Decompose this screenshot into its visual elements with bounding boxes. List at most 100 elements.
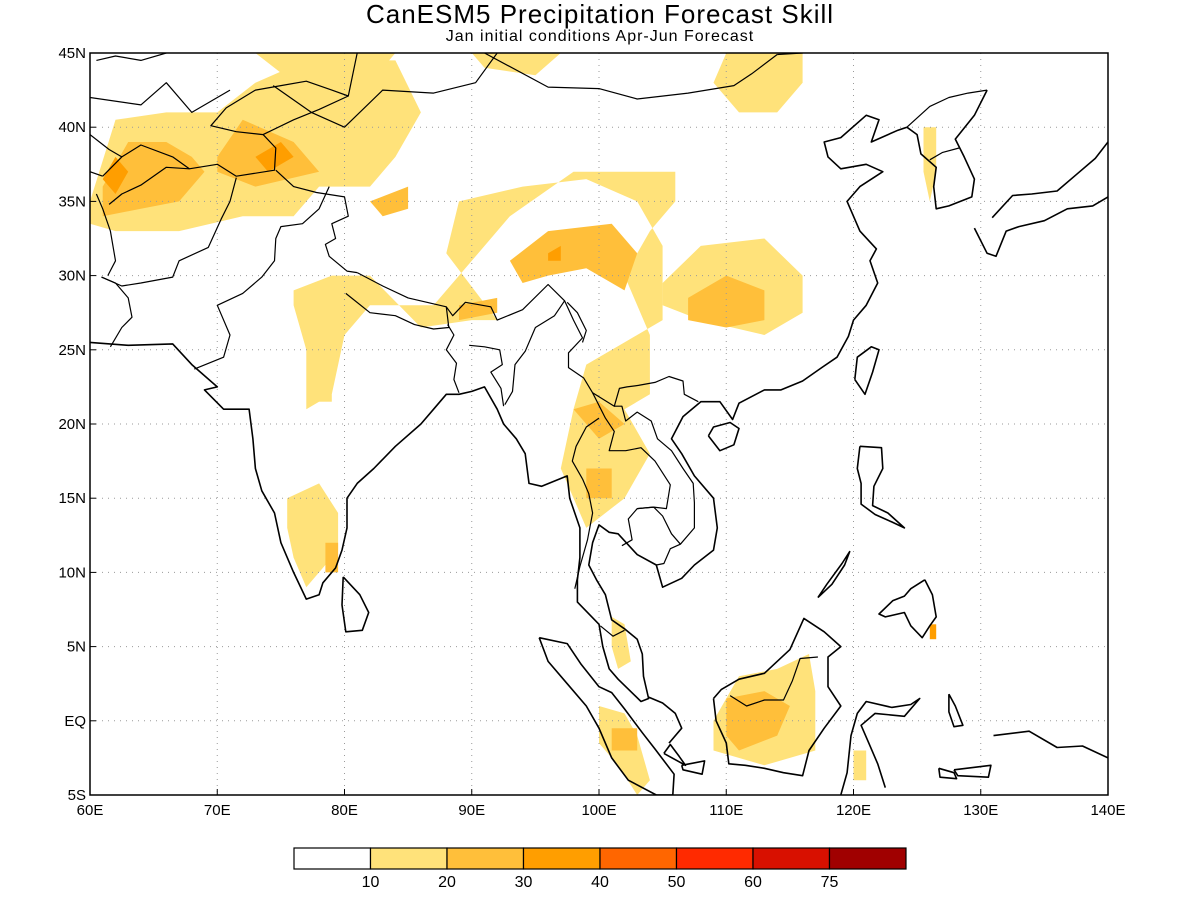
gridlines (90, 53, 1108, 795)
map-axes: 60E 70E 80E 90E 100E 110E 120E 130E 140E 45N 40N 35… (58, 45, 1125, 819)
lon-tick-label: 100E (581, 802, 616, 819)
colorbar-swatch-1 (369, 847, 448, 870)
skill-region-23 (325, 542, 339, 573)
coastline-16 (953, 764, 992, 779)
skill-region-1 (255, 53, 396, 83)
border-28 (90, 134, 123, 158)
lon-tick-label: 120E (836, 802, 871, 819)
colorbar-swatch-7 (828, 847, 907, 870)
colorbar-label: 20 (438, 874, 456, 891)
skill-region-10 (611, 616, 631, 669)
coastline-5 (707, 421, 740, 452)
colorbar: 10 20 30 40 50 60 75 (293, 847, 907, 891)
coastline-12 (817, 550, 851, 599)
border-16 (574, 478, 594, 589)
lon-tick-label: 70E (204, 802, 231, 819)
skill-region-19 (573, 401, 625, 439)
coastline-4 (854, 345, 880, 396)
border-22 (566, 301, 587, 343)
border-25 (777, 53, 804, 56)
chart-title: CanESM5 Precipitation Forecast Skill (365, 0, 835, 29)
coastline-8 (712, 617, 842, 777)
skill-region-6 (287, 483, 339, 588)
skill-region-27 (929, 624, 937, 640)
border-5 (101, 177, 237, 287)
colorbar-swatch-6 (752, 847, 831, 870)
skill-region-26 (548, 245, 561, 261)
lat-tick-label: 20N (58, 416, 86, 433)
colorbar-label: 50 (668, 874, 686, 891)
border-18 (614, 405, 696, 566)
border-26 (906, 89, 988, 128)
skill-region-12 (853, 750, 867, 781)
colorbar-label: 60 (744, 874, 762, 891)
lat-tick-label: 35N (58, 193, 86, 210)
colorbar-label: 10 (362, 874, 380, 891)
coastlines (90, 89, 1108, 795)
lat-tick-label: 25N (58, 342, 86, 359)
coastline-10 (856, 445, 906, 529)
lat-tick-label: 45N (58, 45, 86, 62)
coastline-17 (648, 696, 683, 744)
skill-shading (90, 53, 937, 795)
skill-region-2 (471, 53, 561, 76)
skill-region-25 (255, 142, 294, 172)
coastline-15 (938, 767, 958, 780)
skill-region-18 (586, 468, 612, 499)
border-14 (504, 300, 699, 407)
lon-tick-label: 90E (458, 802, 485, 819)
coastline-18 (663, 743, 687, 767)
skill-region-16 (509, 223, 638, 291)
skill-region-11 (319, 394, 332, 402)
border-15 (592, 392, 671, 547)
colorbar-swatch-3 (522, 847, 601, 870)
coastline-9 (840, 697, 921, 795)
border-9 (262, 95, 349, 136)
coastline-1 (906, 89, 988, 210)
lon-tick-label: 60E (77, 802, 104, 819)
coastline-13 (993, 730, 1108, 759)
border-17 (571, 417, 600, 480)
lat-tick-label: EQ (64, 713, 86, 730)
skill-region-15 (370, 186, 409, 217)
border-6 (101, 276, 133, 348)
border-8 (275, 169, 358, 274)
lat-tick-label: 5N (67, 639, 86, 656)
country-borders (90, 53, 988, 707)
lat-tick-label: 5S (68, 787, 86, 804)
colorbar-label: 30 (515, 874, 533, 891)
border-20 (599, 625, 625, 637)
colorbar-swatch-4 (599, 847, 678, 870)
coastline-11 (878, 579, 938, 639)
skill-region-7 (923, 127, 937, 202)
border-7 (194, 186, 330, 370)
lat-tick-label: 40N (58, 119, 86, 136)
border-3 (108, 166, 190, 205)
skill-region-13 (102, 142, 205, 217)
skill-region-20 (688, 275, 765, 328)
colorbar-swatch-2 (446, 847, 525, 870)
border-29 (90, 171, 103, 177)
border-12 (445, 324, 460, 394)
chart-subtitle: Jan initial conditions Apr-Jun Forecast (445, 28, 755, 45)
lon-tick-label: 140E (1090, 802, 1125, 819)
border-24 (483, 53, 778, 100)
border-4 (95, 193, 117, 276)
lon-tick-label: 80E (331, 802, 358, 819)
colorbar-swatch-0 (293, 847, 372, 870)
coastline-7 (538, 636, 675, 795)
skill-region-24 (102, 156, 129, 194)
border-13 (469, 344, 505, 407)
lat-tick-label: 15N (58, 490, 86, 507)
coastline-3 (991, 141, 1108, 219)
coastline-6 (341, 576, 370, 633)
lon-tick-label: 110E (709, 802, 743, 819)
border-2 (96, 53, 167, 62)
skill-region-22 (611, 728, 638, 751)
border-27 (929, 147, 960, 161)
border-23 (272, 53, 498, 128)
skill-region-21 (726, 691, 790, 751)
lon-tick-label: 130E (963, 802, 998, 819)
lat-tick-label: 10N (58, 564, 86, 581)
